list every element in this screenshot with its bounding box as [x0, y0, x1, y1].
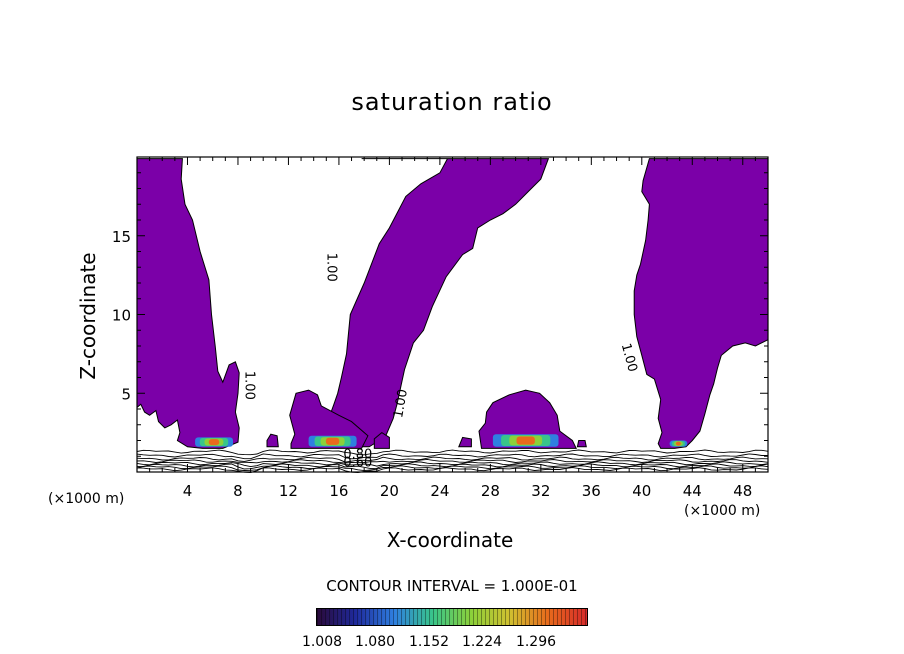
x-tick-label: 36 — [582, 482, 601, 500]
x-tick-label: 48 — [733, 482, 752, 500]
contour-interval-text: CONTOUR INTERVAL = 1.000E-01 — [326, 577, 578, 595]
x-tick-label: 44 — [683, 482, 702, 500]
contour-line-5 — [136, 461, 769, 468]
y-tick-label: 15 — [112, 228, 131, 246]
contour-line-7 — [136, 465, 769, 472]
contour-label: 0.60 — [343, 455, 372, 470]
x-tick-label: 20 — [380, 482, 399, 500]
hot-band-2-level-4 — [325, 437, 340, 445]
contour-label: 1.00 — [242, 371, 257, 400]
hot-band-4-level-4 — [675, 441, 681, 446]
x-tick-label: 32 — [531, 482, 550, 500]
y-axis-label: Z-coordinate — [76, 252, 100, 380]
x-unit-label-left: (×1000 m) — [48, 491, 125, 507]
contour-line-1 — [136, 449, 769, 456]
saturation-region-5 — [478, 389, 577, 449]
y-tick-label: 5 — [121, 385, 131, 403]
contour-label: 1.00 — [391, 388, 411, 419]
saturation-region-7 — [373, 431, 390, 449]
colorbar-tick-label: 1.152 — [408, 634, 450, 650]
hot-band-layer — [195, 434, 688, 447]
colorbar — [316, 608, 588, 626]
contour-label: 1.00 — [324, 253, 339, 282]
colorbar-tick-label: 1.296 — [515, 634, 557, 650]
saturation-region-3 — [289, 389, 369, 449]
saturation-region-9 — [576, 440, 587, 448]
x-tick-label: 28 — [481, 482, 500, 500]
contour-label: 0.80 — [343, 448, 372, 463]
hot-band-1-level-4 — [208, 439, 220, 446]
contour-line-2 — [136, 453, 768, 460]
x-axis-label: X-coordinate — [386, 528, 514, 552]
hot-band-3-level-4 — [516, 436, 535, 445]
saturation-region-4 — [633, 158, 769, 449]
y-tick-label: 10 — [112, 307, 131, 325]
x-tick-label: 12 — [279, 482, 298, 500]
x-tick-label: 8 — [233, 482, 243, 500]
x-tick-label: 16 — [329, 482, 348, 500]
saturation-region-1 — [136, 158, 240, 449]
saturation-region-layer — [136, 158, 769, 449]
contour-label: 1.00 — [618, 342, 640, 374]
x-unit-label-right: (×1000 m) — [684, 503, 761, 519]
x-tick-label: 24 — [430, 482, 449, 500]
colorbar-tick-label: 1.008 — [301, 634, 343, 650]
chart-title: saturation ratio — [351, 88, 553, 116]
x-tick-label: 40 — [632, 482, 651, 500]
contour-label-layer: 1.00 1.00 1.00 1.00 0.800.60 — [242, 253, 640, 471]
saturation-region-8 — [458, 436, 472, 448]
colorbar-tick-label: 1.224 — [461, 634, 503, 650]
colorbar-tick-label: 1.080 — [354, 634, 396, 650]
contour-line-4 — [136, 458, 769, 464]
contour-line-3 — [136, 456, 769, 463]
x-tick-label: 4 — [183, 482, 193, 500]
saturation-region-6 — [266, 433, 279, 448]
